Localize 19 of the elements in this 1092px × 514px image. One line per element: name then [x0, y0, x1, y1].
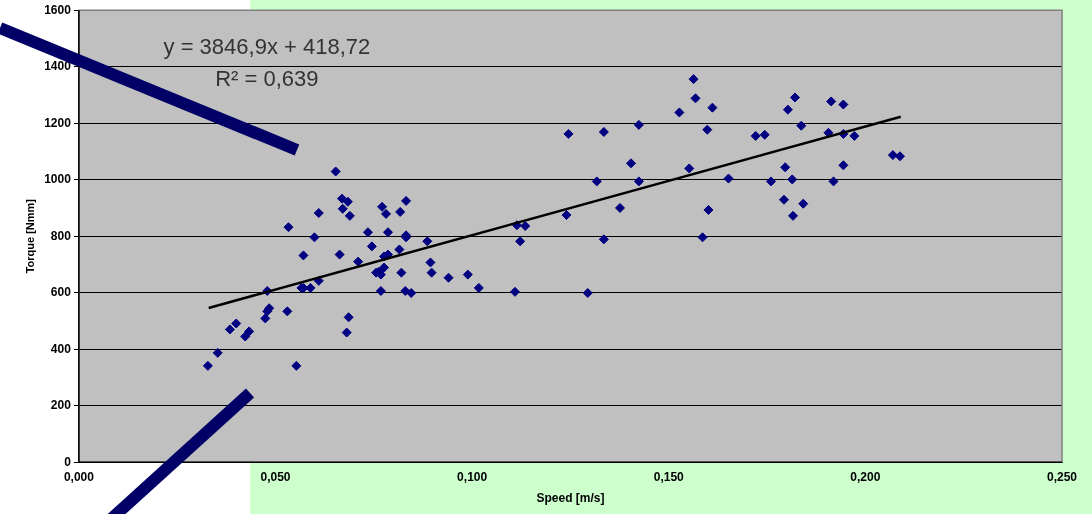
y-tick-label: 1000	[44, 172, 72, 187]
y-tick-label: 0	[64, 454, 72, 469]
x-tick-label: 0,000	[63, 469, 95, 484]
y-tick-label: 1400	[44, 59, 72, 74]
y-tick-label: 1200	[44, 115, 72, 130]
annotation: y = 3846,9x + 418,72	[163, 34, 371, 60]
y-tick-label: 400	[50, 341, 72, 356]
y-tick-label: 200	[50, 398, 72, 413]
x-tick-label: 0,050	[260, 469, 291, 484]
x-tick-label: 0,250	[1046, 469, 1078, 484]
x-tick-label: 0,200	[850, 469, 881, 484]
y-tick-label: 800	[50, 228, 72, 243]
x-tick-label: 0,100	[457, 469, 488, 484]
y-axis-title: Torque [Nmm]	[23, 198, 36, 274]
x-axis-title: Speed [m/s]	[536, 491, 605, 506]
annotation: R² = 0,639	[215, 66, 319, 92]
x-tick-label: 0,150	[653, 469, 685, 484]
y-tick-label: 1600	[44, 2, 72, 17]
y-tick-label: 600	[50, 285, 72, 300]
